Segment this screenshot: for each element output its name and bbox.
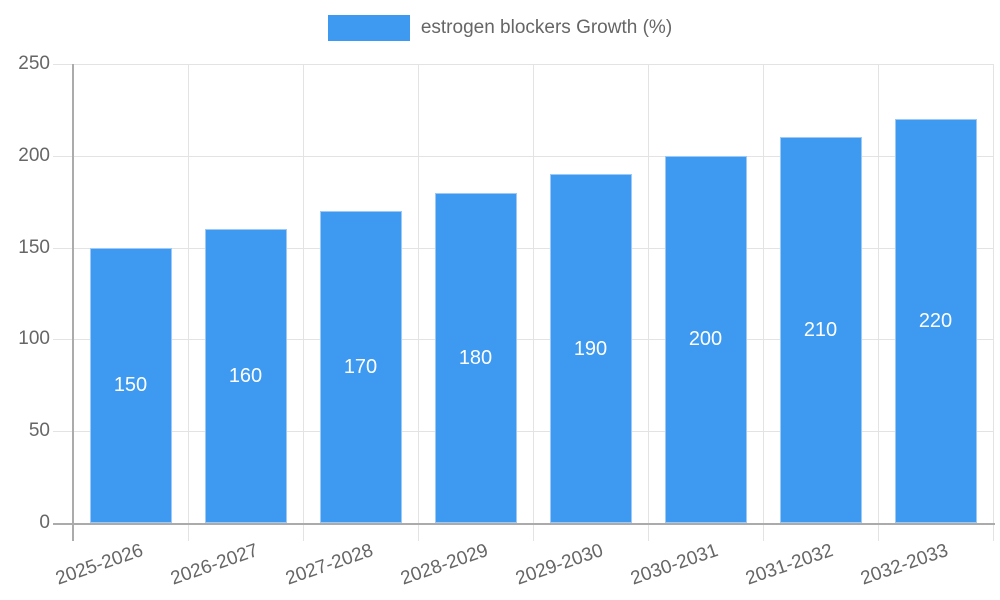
bar[interactable] xyxy=(434,192,517,523)
x-gridline xyxy=(418,64,419,541)
legend-item[interactable]: estrogen blockers Growth (%) xyxy=(327,15,673,41)
bar-value-label: 210 xyxy=(803,319,838,342)
y-tick-label: 200 xyxy=(18,144,50,166)
x-axis-line xyxy=(53,523,995,525)
bar[interactable] xyxy=(204,229,287,523)
bar[interactable] xyxy=(779,137,862,523)
bar[interactable] xyxy=(319,210,402,523)
legend-label: estrogen blockers Growth (%) xyxy=(420,17,673,38)
y-gridline xyxy=(53,155,993,157)
bar-value-label: 200 xyxy=(688,328,723,351)
bar-value-label: 220 xyxy=(918,310,953,332)
bar-value-label: 150 xyxy=(113,374,148,397)
x-gridline xyxy=(993,64,994,541)
bar-value-label: 180 xyxy=(458,346,493,369)
x-gridline xyxy=(648,64,649,541)
bar[interactable] xyxy=(894,119,977,523)
bar[interactable] xyxy=(549,174,632,523)
y-gridline xyxy=(53,247,993,249)
bar-value-label: 190 xyxy=(573,337,608,360)
y-tick-label: 0 xyxy=(39,512,50,533)
bar-value-label: 170 xyxy=(343,355,378,378)
bar-value-label: 160 xyxy=(228,365,263,388)
x-gridline xyxy=(533,64,534,541)
y-gridline xyxy=(53,64,993,65)
y-gridline xyxy=(53,431,993,433)
x-gridline xyxy=(188,64,189,541)
legend-swatch xyxy=(327,15,410,41)
y-tick-label: 100 xyxy=(18,328,50,350)
y-gridline xyxy=(53,339,993,341)
y-axis-line xyxy=(72,64,74,541)
x-gridline xyxy=(763,64,764,541)
y-tick-label: 250 xyxy=(18,53,50,74)
y-tick-label: 150 xyxy=(18,236,50,258)
bar[interactable] xyxy=(664,155,747,523)
x-gridline xyxy=(878,64,879,541)
bar[interactable] xyxy=(89,247,172,523)
chart-legend: estrogen blockers Growth (%) xyxy=(0,15,1000,41)
x-gridline xyxy=(303,64,304,541)
y-tick-label: 50 xyxy=(28,420,50,442)
